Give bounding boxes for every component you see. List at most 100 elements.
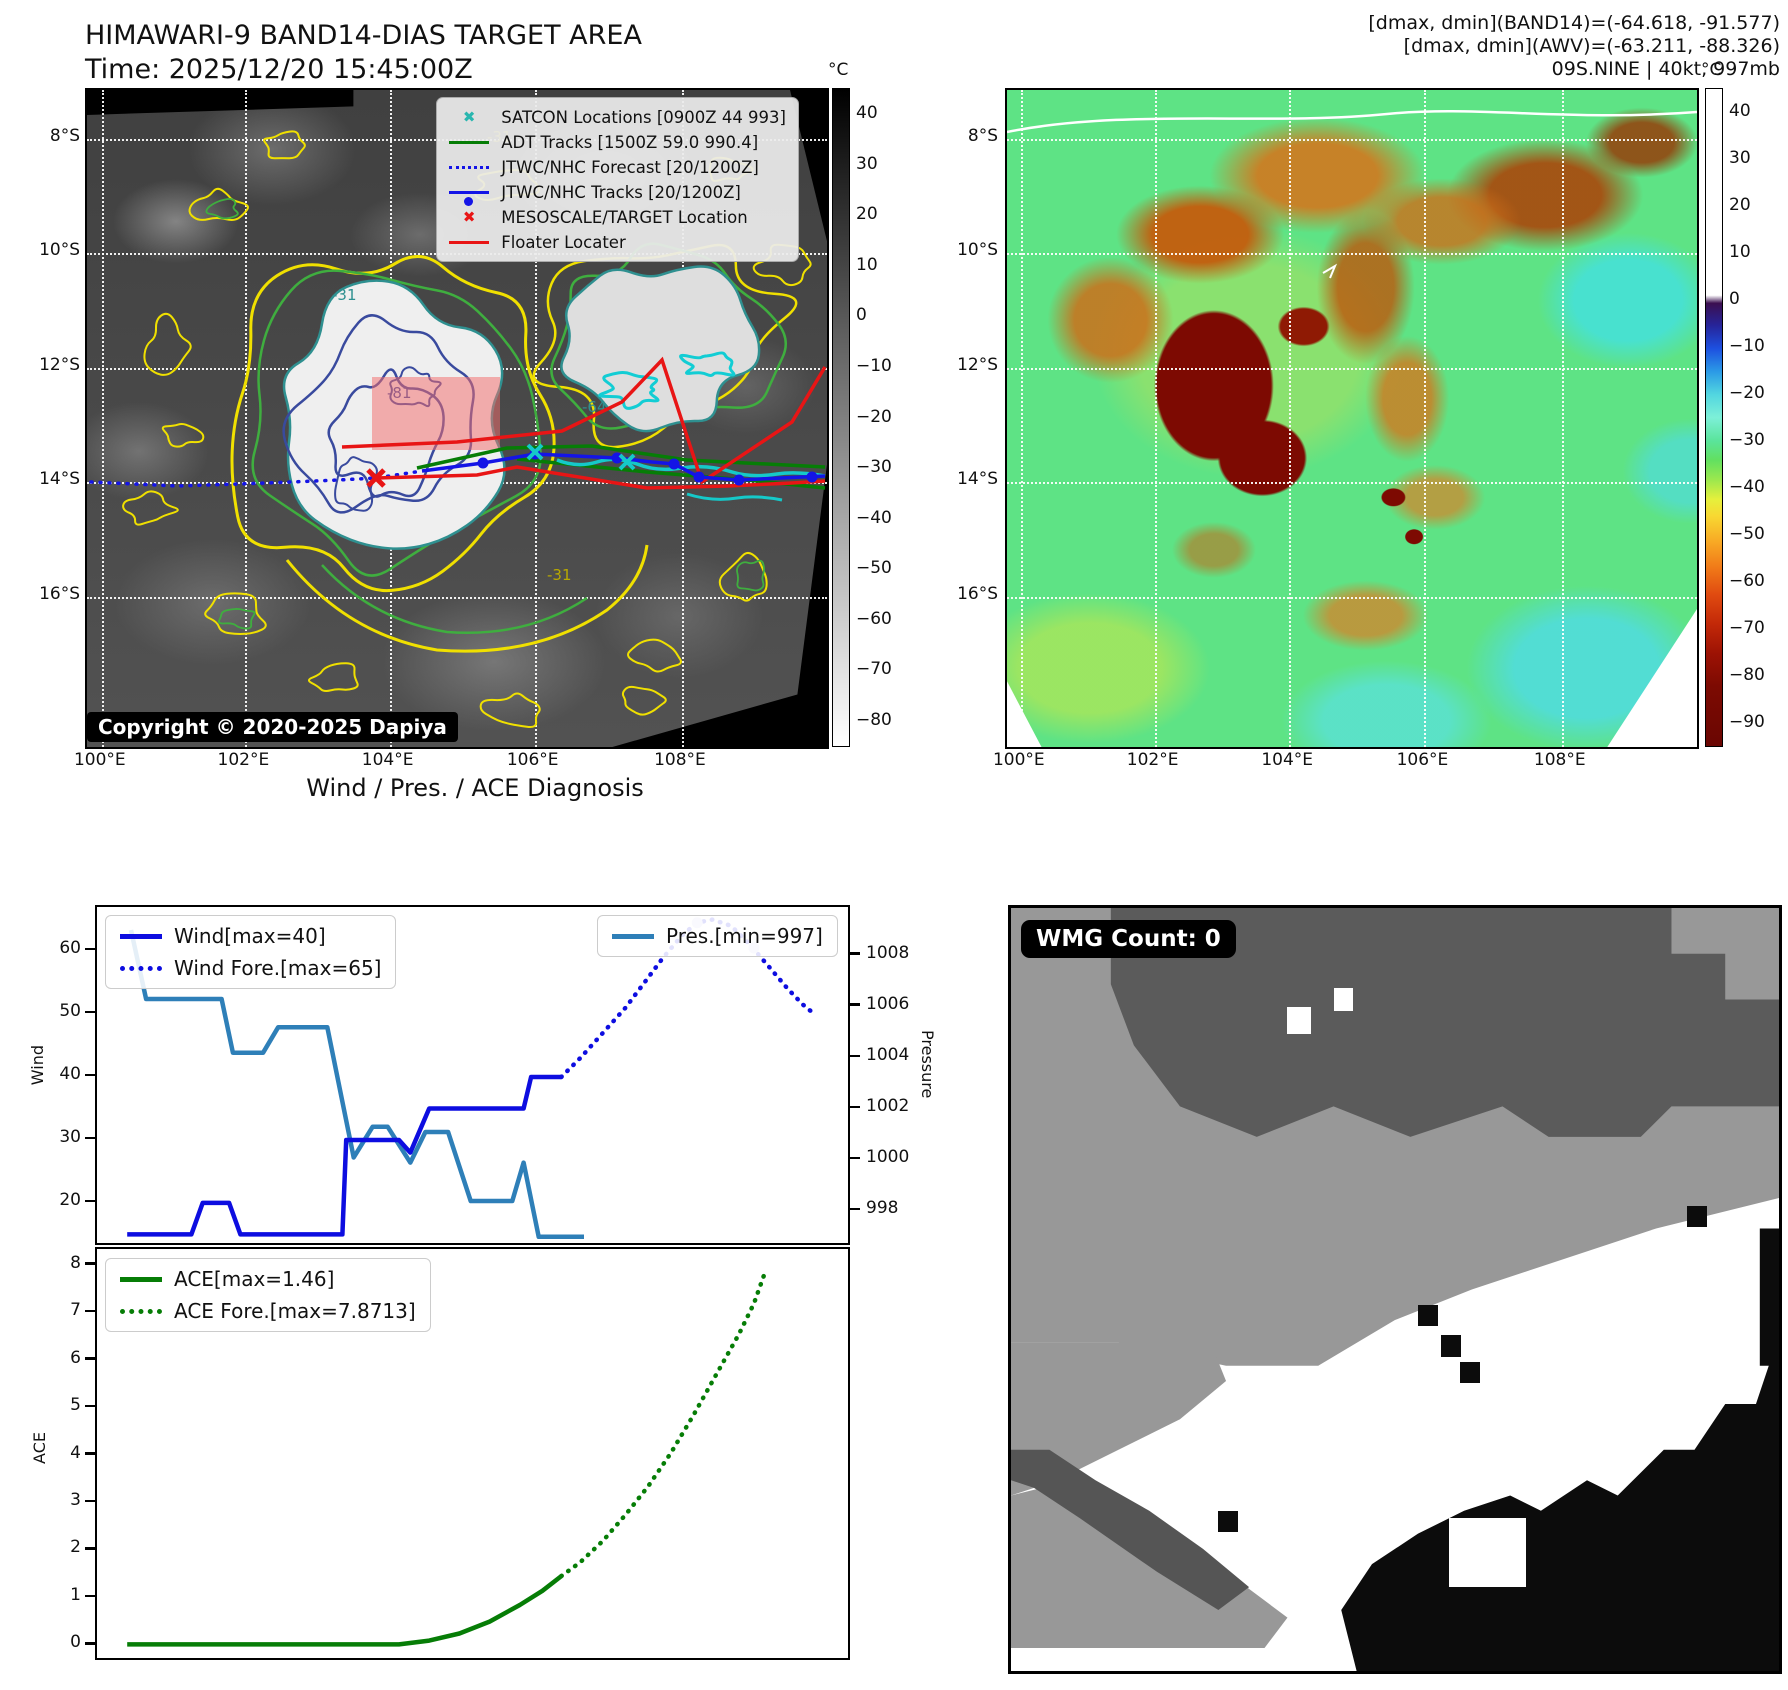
chart-legend-label: ACE[max=1.46] xyxy=(174,1267,335,1291)
axis-tick-label: 1004 xyxy=(866,1044,910,1065)
awv-colorbar xyxy=(1705,88,1723,747)
legend-label: JTWC/NHC Forecast [20/1200Z] xyxy=(501,157,759,177)
colorbar-tick-label: −90 xyxy=(1729,711,1765,732)
chart-legend: Pres.[min=997] xyxy=(597,915,838,957)
contour-yellow-speck xyxy=(188,187,249,221)
legend-row: Floater Locater xyxy=(447,231,786,253)
lon-tick-label: 100°E xyxy=(73,750,126,770)
legend-icon-line xyxy=(447,240,491,244)
lon-tick-label: 106°E xyxy=(1396,750,1449,770)
lon-tick-label: 104°E xyxy=(361,750,414,770)
floater-locater-line-2 xyxy=(375,465,826,490)
wmg-black-cell xyxy=(1418,1304,1438,1327)
axis-tick xyxy=(85,1136,95,1140)
wmg-classification-panel: WMG Count: 0 xyxy=(1008,905,1782,1674)
ylabel-wind: Wind xyxy=(28,1045,47,1086)
storm-id-intensity: 09S.NINE | 40kt, 997mb xyxy=(1551,58,1780,80)
axis-tick-label: 4 xyxy=(70,1442,81,1463)
colorbar-tick-label: 10 xyxy=(856,254,878,275)
graticule-line xyxy=(1561,90,1564,747)
legend-row: ✖ SATCON Locations [0900Z 44 993] xyxy=(447,106,786,128)
colorbar-tick-label: −60 xyxy=(1729,570,1765,591)
mesoscale-target-x xyxy=(366,468,386,488)
axis-tick-label: 1 xyxy=(70,1584,81,1605)
lat-tick-label: 12°S xyxy=(39,354,80,375)
axis-tick xyxy=(85,1199,95,1203)
legend-line-sample xyxy=(120,1276,162,1282)
axis-tick-label: 998 xyxy=(866,1198,899,1219)
colorbar-tick-label: −70 xyxy=(856,659,892,680)
contour-green-arc xyxy=(321,564,588,635)
wmg-black-region xyxy=(1759,1228,1779,1366)
series-ACE[max=1.46] xyxy=(127,1574,563,1647)
jtwc-track xyxy=(421,452,826,482)
axis-tick-label: 8 xyxy=(70,1252,81,1273)
band14-satellite-map: -81-64-31-31-31 ✖SATCON Locations [0900Z… xyxy=(85,88,829,749)
colorbar-tick-label: 20 xyxy=(856,204,878,225)
colorbar-tick-label: 40 xyxy=(1729,101,1751,122)
axis-tick-label: 2 xyxy=(70,1537,81,1558)
axis-tick xyxy=(85,1452,95,1455)
axis-tick-label: 3 xyxy=(70,1489,81,1510)
page-title: HIMAWARI-9 BAND14-DIAS TARGET AREA xyxy=(85,20,642,51)
axis-tick-label: 1006 xyxy=(866,993,910,1014)
axis-tick xyxy=(850,1207,860,1211)
chart-legend-row: ACE[max=1.46] xyxy=(120,1266,416,1292)
storm-tracks-overlay xyxy=(89,356,827,502)
axis-tick-label: 6 xyxy=(70,1347,81,1368)
legend-line-sample xyxy=(120,933,162,939)
graticule-line xyxy=(1007,139,1697,142)
series-Pres.[min=997] xyxy=(128,929,584,1240)
legend-label: SATCON Locations [0900Z 44 993] xyxy=(501,107,786,127)
wmg-black-cell xyxy=(1441,1335,1462,1357)
axis-tick xyxy=(85,1357,95,1360)
axis-tick-label: 20 xyxy=(59,1189,81,1210)
axis-tick xyxy=(85,1499,95,1503)
lat-tick-label: 12°S xyxy=(957,354,998,375)
legend-label: ADT Tracks [1500Z 59.0 990.4] xyxy=(501,132,759,152)
dmax-dmin-awv: [dmax, dmin](AWV)=(-63.211, -88.326) xyxy=(1403,35,1780,57)
lon-tick-label: 104°E xyxy=(1261,750,1314,770)
legend-icon-line xyxy=(447,140,491,144)
axis-tick xyxy=(85,1262,95,1265)
timestamp: Time: 2025/12/20 15:45:00Z xyxy=(85,54,473,85)
contour-green-speck xyxy=(218,608,256,630)
axis-tick-label: 5 xyxy=(70,1395,81,1416)
series-Wind[max=40] xyxy=(127,1074,562,1237)
coastline-overlay xyxy=(1007,110,1697,279)
chart-legend-row: Wind Fore.[max=65] xyxy=(120,955,381,981)
graticule-line xyxy=(1020,90,1023,747)
colorbar-tick-label: −50 xyxy=(1729,523,1765,544)
axis-tick xyxy=(850,1105,860,1109)
legend-line xyxy=(449,240,490,244)
storm-info-block: [dmax, dmin](BAND14)=(-64.618, -91.577) … xyxy=(1368,12,1780,81)
axis-tick-label: 0 xyxy=(70,1632,81,1653)
graticule-line xyxy=(1154,90,1157,747)
colorbar-tick-label: −20 xyxy=(856,406,892,427)
contour-yellow-arc xyxy=(285,544,649,653)
axis-tick-label: 1002 xyxy=(866,1095,910,1116)
contour-navy-small xyxy=(334,456,378,512)
jtwc-forecast-track xyxy=(89,469,424,488)
wmg-black-cell xyxy=(1218,1510,1239,1533)
axis-tick-label: 60 xyxy=(59,938,81,959)
lat-tick-label: 10°S xyxy=(39,239,80,260)
axis-tick-label: 40 xyxy=(59,1064,81,1084)
series-ACE Fore.[max=7.8713] xyxy=(559,1269,768,1579)
dmax-dmin-band14: [dmax, dmin](BAND14)=(-64.618, -91.577) xyxy=(1368,12,1780,34)
legend-icon-line-marker xyxy=(447,190,491,206)
wmg-white-cell xyxy=(1333,988,1353,1011)
legend-line xyxy=(449,190,490,194)
legend-icon-xmark: ✖ xyxy=(462,108,476,126)
axis-tick xyxy=(850,1156,860,1160)
graticule-line xyxy=(1007,597,1697,600)
graticule-line xyxy=(1007,367,1697,370)
contour-yellow-speck xyxy=(263,130,306,160)
jtwc-track-markers xyxy=(477,448,818,486)
axis-tick xyxy=(85,1010,95,1014)
legend-row: ADT Tracks [1500Z 59.0 990.4] xyxy=(447,131,786,153)
floater-locater-line xyxy=(341,356,827,485)
graticule-line xyxy=(245,90,248,747)
axis-tick xyxy=(85,1309,95,1313)
